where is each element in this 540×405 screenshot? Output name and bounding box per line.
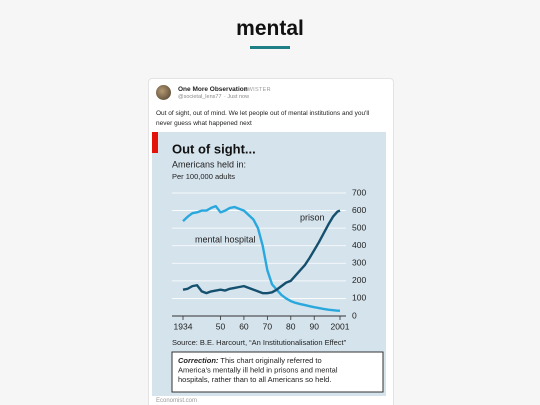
title-underline bbox=[250, 46, 290, 49]
y-tick-label: 100 bbox=[352, 293, 366, 303]
series-label: prison bbox=[300, 212, 325, 222]
author-handle[interactable]: @societal_lens77 bbox=[178, 94, 222, 100]
post-footer[interactable]: Economist.com bbox=[156, 398, 198, 404]
post-time: · Just now bbox=[224, 94, 250, 100]
author-name[interactable]: One More Observation bbox=[178, 86, 248, 93]
x-tick-label: 60 bbox=[239, 321, 249, 331]
chart-title: Out of sight... bbox=[172, 141, 256, 156]
line-series bbox=[182, 209, 341, 295]
correction-line: America’s mentally ill held in prisons a… bbox=[178, 365, 338, 374]
chart-source: Source: B.E. Harcourt, “An Institutional… bbox=[172, 338, 347, 347]
y-tick-label: 600 bbox=[352, 205, 366, 215]
series-label: mental hospital bbox=[195, 234, 256, 244]
y-tick-label: 200 bbox=[352, 275, 366, 285]
x-tick-label: 1934 bbox=[174, 321, 193, 331]
x-tick-label: 90 bbox=[309, 321, 319, 331]
page-title: mental bbox=[236, 17, 304, 40]
chart-subtitle: Americans held in: bbox=[172, 159, 246, 169]
y-tick-label: 300 bbox=[352, 258, 366, 268]
red-tag bbox=[152, 132, 158, 153]
y-tick-label: 700 bbox=[352, 187, 366, 197]
x-tick-label: 80 bbox=[286, 321, 296, 331]
x-tick-label: 2001 bbox=[331, 321, 350, 331]
correction-label: Correction: bbox=[178, 356, 219, 365]
x-tick-label: 70 bbox=[263, 321, 273, 331]
correction-line: This chart originally referred to bbox=[218, 356, 321, 365]
platform: TWISTER bbox=[244, 86, 271, 93]
correction-line: hospitals, rather than to all Americans … bbox=[178, 375, 331, 384]
chart-unit: Per 100,000 adults bbox=[172, 172, 235, 181]
y-tick-label: 0 bbox=[352, 310, 357, 320]
avatar[interactable] bbox=[156, 85, 171, 100]
y-tick-label: 500 bbox=[352, 222, 366, 232]
y-tick-label: 400 bbox=[352, 240, 366, 250]
post-text: Out of sight, out of mind. We let people… bbox=[156, 110, 370, 127]
line-series bbox=[182, 204, 340, 312]
correction-text: Correction: This chart originally referr… bbox=[178, 356, 322, 365]
correction-box bbox=[171, 351, 384, 393]
x-tick-label: 50 bbox=[216, 321, 226, 331]
